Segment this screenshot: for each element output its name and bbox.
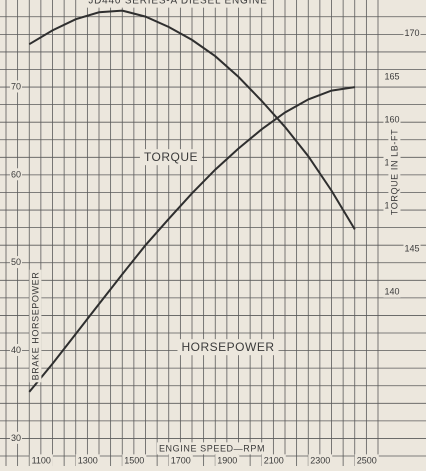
y-left-tick-label: 60	[11, 169, 21, 179]
y-right-tick-label-bg	[383, 70, 401, 83]
x-tick-label-bg	[261, 454, 286, 467]
y-right-tick-label-bg	[403, 242, 421, 255]
torque-series-label-bg	[139, 149, 203, 166]
y-right-tick-label: 145	[404, 244, 419, 254]
x-axis-title-bg	[156, 442, 268, 455]
x-tick-label: 1300	[78, 455, 98, 465]
torque-curve	[28, 9, 356, 230]
torque-series-label: TORQUE	[144, 150, 198, 164]
y-right-tick-label: 170	[404, 28, 419, 38]
x-tick-label: 2300	[310, 455, 330, 465]
y-left-tick-label: 50	[11, 257, 21, 267]
x-tick-label-bg	[75, 454, 100, 467]
y-right-axis-title-bg	[388, 126, 401, 218]
x-tick-label: 2100	[264, 455, 284, 465]
x-tick-label: 1700	[171, 455, 191, 465]
x-tick-label: 1900	[217, 455, 237, 465]
x-tick-label-bg	[168, 454, 193, 467]
chart-title: JD440 SERIES-A DIESEL ENGINE	[88, 0, 267, 7]
x-tick-label-bg	[122, 454, 147, 467]
y-left-axis-title-bg	[29, 269, 42, 383]
x-tick-label: 1100	[32, 455, 51, 465]
x-tick-label: 2500	[357, 455, 377, 465]
chart-title-bg	[85, 0, 271, 8]
horsepower-series-label: HORSEPOWER	[181, 340, 274, 354]
x-tick-label-bg	[29, 454, 53, 467]
y-right-tick-label: 160	[384, 114, 399, 124]
y-left-tick-label-bg	[9, 343, 23, 356]
y-left-tick-label-bg	[9, 256, 23, 269]
y-left-tick-label: 70	[11, 81, 21, 91]
y-left-tick-label-bg	[9, 431, 23, 444]
x-tick-label: 1500	[124, 455, 144, 465]
labels: JD440 SERIES-A DIESEL ENGINE 1100 1300 1500…	[9, 0, 421, 467]
y-right-tick-label-bg	[403, 27, 421, 40]
y-right-tick-label-bg	[383, 285, 401, 298]
horsepower-curve	[28, 86, 355, 393]
x-tick-label-bg	[215, 454, 240, 467]
x-axis-title: ENGINE SPEED—RPM	[159, 443, 265, 453]
y-right-tick-label-bg	[383, 113, 401, 126]
curves	[28, 9, 356, 393]
y-left-axis-title: BRAKE HORSEPOWER	[30, 272, 40, 381]
x-tick-label-bg	[308, 454, 333, 467]
y-right-tick-label: 140	[384, 287, 399, 297]
horsepower-series-label-bg	[177, 339, 279, 356]
x-tick-label-bg	[354, 454, 379, 467]
y-right-axis-title: TORQUE IN LB-FT	[389, 129, 399, 215]
y-left-tick-label-bg	[9, 168, 23, 181]
y-right-tick-label: 165	[384, 71, 399, 81]
y-left-tick-label: 40	[11, 345, 21, 355]
y-left-tick-label-bg	[9, 80, 23, 93]
y-left-tick-label: 30	[11, 433, 21, 443]
